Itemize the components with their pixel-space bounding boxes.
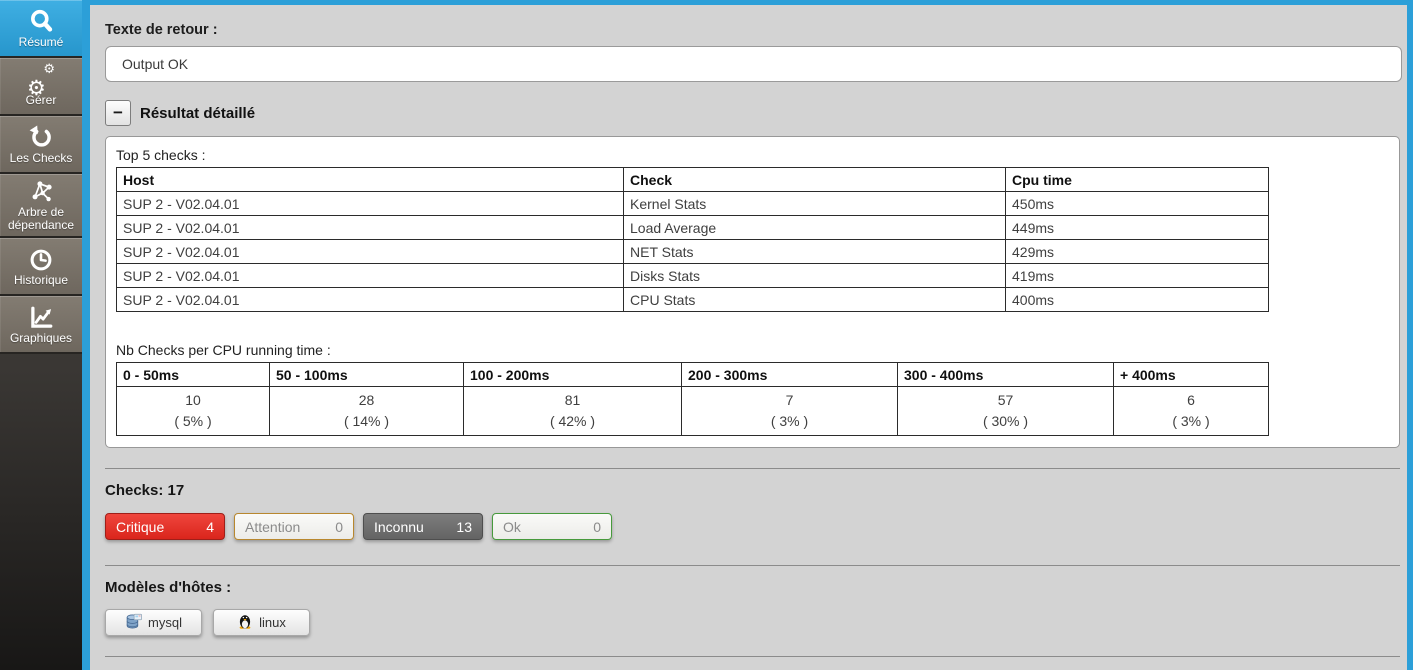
cell-check: Disks Stats [623,263,1006,288]
column-header-bucket: 100 - 200ms [463,362,682,387]
line-chart-icon [28,304,54,331]
sidebar-item-label: Résumé [18,34,64,49]
collapse-section-button[interactable]: − [105,100,131,126]
dependency-tree-icon [28,178,54,205]
table-row: SUP 2 - V02.04.01 NET Stats 429ms [116,239,1269,264]
minus-icon: − [113,103,123,122]
tux-penguin-icon [237,613,253,632]
cell-host: SUP 2 - V02.04.01 [116,287,624,312]
sidebar-item-gerer[interactable]: ⚙ ⚙ Gérer [0,58,82,116]
cell-cpu-time: 400ms [1005,287,1269,312]
column-header-cpu-time: Cpu time [1005,167,1269,192]
search-icon [28,8,55,35]
cell-host: SUP 2 - V02.04.01 [116,263,624,288]
cell-bucket-value: 57 ( 30% ) [897,386,1114,436]
cell-host: SUP 2 - V02.04.01 [116,239,624,264]
cell-check: CPU Stats [623,287,1006,312]
column-header-bucket: 200 - 300ms [681,362,898,387]
column-header-bucket: 50 - 100ms [269,362,464,387]
table-row: SUP 2 - V02.04.01 Kernel Stats 450ms [116,191,1269,216]
output-text-label: Texte de retour : [105,22,218,38]
table-header-row: 0 - 50ms 50 - 100ms 100 - 200ms 200 - 30… [116,362,1269,387]
column-header-check: Check [623,167,1006,192]
cell-check: Load Average [623,215,1006,240]
mysql-database-icon [125,613,142,633]
cell-cpu-time: 419ms [1005,263,1269,288]
table-row: SUP 2 - V02.04.01 CPU Stats 400ms [116,287,1269,312]
checks-count-label: Checks: 17 [105,482,185,499]
detailed-result-title: Résultat détaillé [140,104,256,122]
main-content: Texte de retour : Output OK − Résultat d… [90,22,1407,657]
column-header-bucket: 0 - 50ms [116,362,270,387]
cell-cpu-time: 449ms [1005,215,1269,240]
content-frame: Texte de retour : Output OK − Résultat d… [82,0,1413,670]
gears-icon: ⚙ ⚙ [27,61,55,100]
table-header-row: Host Check Cpu time [116,167,1269,192]
cpu-histogram-table: 0 - 50ms 50 - 100ms 100 - 200ms 200 - 30… [116,362,1269,436]
sidebar: Résumé ⚙ ⚙ Gérer Les Checks [0,0,82,670]
undo-arrow-icon [28,124,54,151]
column-header-host: Host [116,167,624,192]
cell-host: SUP 2 - V02.04.01 [116,215,624,240]
cell-bucket-value: 28 ( 14% ) [269,386,464,436]
sidebar-item-label: Historique [13,272,69,287]
clock-icon [28,246,54,273]
section-divider [105,656,1400,657]
cell-cpu-time: 429ms [1005,239,1269,264]
section-divider [105,468,1400,469]
sidebar-item-resume[interactable]: Résumé [0,0,82,58]
sidebar-item-label: Arbre de dépendance [7,205,75,232]
host-template-mysql-button[interactable]: mysql [105,609,202,636]
table-row: 10 ( 5% ) 28 ( 14% ) 81 ( 42% ) [116,386,1269,436]
sidebar-item-label: Les Checks [9,150,73,165]
sidebar-item-historique[interactable]: Historique [0,238,82,296]
cell-host: SUP 2 - V02.04.01 [116,191,624,216]
cell-bucket-value: 7 ( 3% ) [681,386,898,436]
status-badge-critical[interactable]: Critique 4 [105,513,225,540]
sidebar-item-arbre-de-dependance[interactable]: Arbre de dépendance [0,174,82,238]
status-badge-row: Critique 4 Attention 0 Inconnu 13 Ok 0 [105,513,1402,540]
top5-caption: Top 5 checks : [116,147,206,163]
sidebar-item-les-checks[interactable]: Les Checks [0,116,82,174]
sidebar-item-graphiques[interactable]: Graphiques [0,296,82,354]
detailed-result-section-header: − Résultat détaillé [105,100,1402,126]
cell-cpu-time: 450ms [1005,191,1269,216]
sidebar-item-label: Gérer [25,92,57,107]
cell-bucket-value: 81 ( 42% ) [463,386,682,436]
sidebar-item-label: Graphiques [9,330,73,345]
column-header-bucket: 300 - 400ms [897,362,1114,387]
host-templates-label: Modèles d'hôtes : [105,579,232,596]
detailed-result-panel: Top 5 checks : Host Check Cpu time SUP 2… [105,136,1400,448]
host-template-row: mysql linux [105,609,1402,636]
column-header-bucket: + 400ms [1113,362,1269,387]
host-template-label: mysql [148,615,182,630]
status-badge-warning[interactable]: Attention 0 [234,513,354,540]
section-divider [105,565,1400,566]
host-template-linux-button[interactable]: linux [213,609,310,636]
status-badge-unknown[interactable]: Inconnu 13 [363,513,483,540]
cell-check: NET Stats [623,239,1006,264]
cell-bucket-value: 10 ( 5% ) [116,386,270,436]
output-text-value: Output OK [122,56,189,72]
cpu-histogram-caption: Nb Checks per CPU running time : [116,342,331,358]
cell-bucket-value: 6 ( 3% ) [1113,386,1269,436]
output-text-field[interactable]: Output OK [105,46,1402,82]
table-row: SUP 2 - V02.04.01 Load Average 449ms [116,215,1269,240]
table-row: SUP 2 - V02.04.01 Disks Stats 419ms [116,263,1269,288]
top5-table: Host Check Cpu time SUP 2 - V02.04.01 Ke… [116,167,1269,312]
host-template-label: linux [259,615,286,630]
status-badge-ok[interactable]: Ok 0 [492,513,612,540]
cell-check: Kernel Stats [623,191,1006,216]
